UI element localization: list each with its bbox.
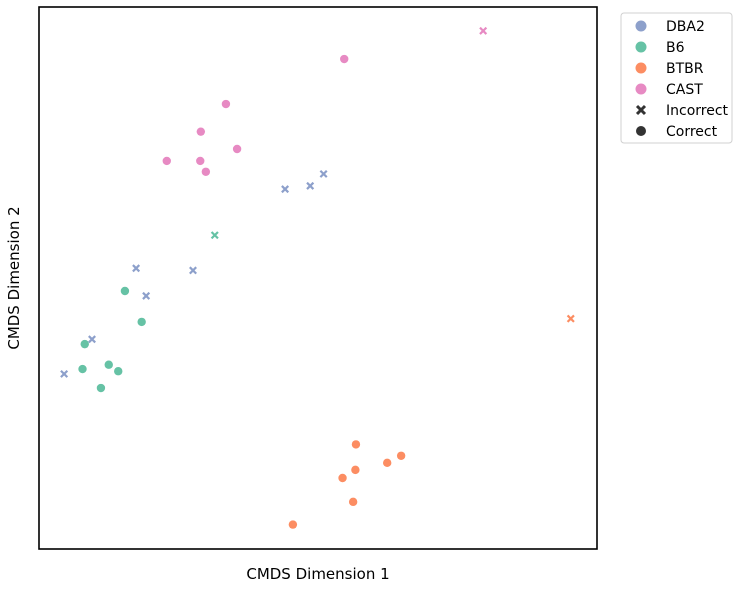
data-point-b6-correct: [137, 317, 146, 327]
data-point-b6-correct: [80, 339, 89, 349]
data-point-b6-correct: [78, 364, 87, 374]
data-point-btbr-incorrect: [566, 314, 575, 323]
data-point-b6-incorrect: [210, 231, 219, 240]
legend-marker-dba2: [635, 20, 647, 32]
data-point-b6-correct: [104, 360, 113, 369]
legend-label-incorrect: Incorrect: [666, 103, 729, 119]
data-point-btbr-correct: [338, 473, 347, 483]
data-point-cast-correct: [196, 156, 205, 166]
legend-label-btbr: BTBR: [666, 61, 704, 77]
data-point-b6-correct: [96, 383, 106, 393]
legend-marker-cast: [635, 83, 647, 95]
legend-marker-correct: [636, 126, 646, 136]
data-point-btbr-correct: [351, 465, 360, 475]
data-point-dba2-incorrect: [132, 264, 141, 273]
legend-label-cast: CAST: [666, 82, 703, 98]
data-point-cast-correct: [196, 127, 206, 136]
legend-label-correct: Correct: [666, 124, 718, 140]
x-axis-label: CMDS Dimension 1: [246, 565, 389, 583]
data-point-dba2-incorrect: [60, 369, 69, 378]
legend: DBA2 B6 BTBR CAST Incorrect Correct: [620, 12, 733, 144]
legend-marker-btbr: [635, 62, 647, 74]
legend-label-b6: B6: [666, 40, 685, 56]
legend-marker-incorrect: [635, 104, 647, 116]
data-point-dba2-incorrect: [189, 266, 197, 275]
data-point-b6-correct: [114, 367, 123, 376]
data-point-dba2-incorrect: [306, 181, 315, 190]
data-point-cast-correct: [162, 156, 171, 166]
data-point-b6-correct: [120, 286, 130, 296]
legend-items: DBA2 B6 BTBR CAST Incorrect Correct: [635, 19, 729, 140]
data-point-btbr-correct: [348, 497, 358, 507]
data-point-dba2-incorrect: [281, 185, 290, 194]
legend-label-dba2: DBA2: [666, 19, 705, 35]
data-point-btbr-correct: [396, 451, 406, 460]
data-point-btbr-correct: [351, 440, 361, 449]
legend-marker-b6: [635, 41, 647, 53]
data-point-dba2-incorrect: [88, 335, 96, 344]
data-point-cast-correct: [201, 167, 211, 176]
plot-frame: [38, 6, 598, 550]
data-point-cast-correct: [232, 144, 242, 154]
data-point-btbr-correct: [288, 520, 298, 529]
data-point-cast-incorrect: [479, 26, 488, 35]
data-point-dba2-incorrect: [319, 169, 328, 178]
data-point-dba2-incorrect: [142, 291, 151, 300]
legend-frame: [620, 12, 733, 144]
y-axis-label: CMDS Dimension 2: [5, 206, 23, 349]
data-point-btbr-correct: [382, 458, 392, 468]
data-point-cast-correct: [340, 54, 349, 64]
points-layer: [60, 26, 575, 529]
data-point-cast-correct: [221, 99, 231, 109]
